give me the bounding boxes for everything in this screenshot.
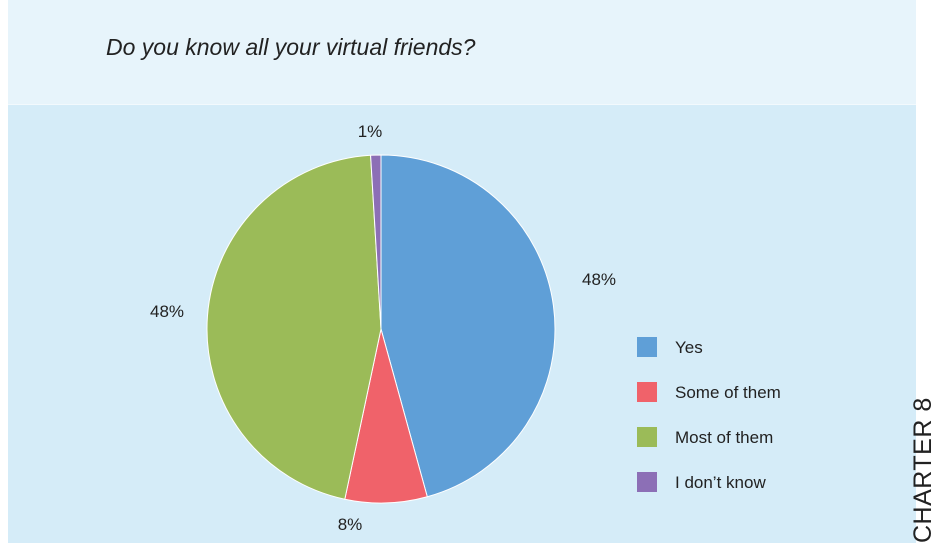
pie-slice-i-don-t-know — [370, 154, 382, 330]
legend-swatch — [637, 337, 657, 357]
legend-swatch — [637, 472, 657, 492]
legend-swatch — [637, 382, 657, 402]
chart-title: Do you know all your virtual friends? — [106, 34, 476, 60]
chapter-label: CHARTER 8 — [909, 397, 937, 543]
legend-label: I don’t know — [675, 473, 766, 492]
pie-slice-yes — [380, 154, 556, 498]
data-label: 8% — [338, 515, 363, 534]
chart-legend: Yes Some of them Most of them I don’t know — [637, 337, 781, 492]
legend-label: Some of them — [675, 383, 781, 402]
data-label: 48% — [150, 302, 184, 321]
chart-header: Do you know all your virtual friends? — [8, 0, 916, 105]
pie-slice-most-of-them — [206, 154, 382, 500]
data-label: 1% — [358, 122, 383, 141]
data-label: 48% — [582, 270, 616, 289]
legend-label: Yes — [675, 338, 703, 357]
pie-slices — [206, 154, 556, 504]
pie-data-labels: 48% 8% 48% 1% — [150, 122, 616, 534]
legend-swatch — [637, 427, 657, 447]
legend-label: Most of them — [675, 428, 773, 447]
